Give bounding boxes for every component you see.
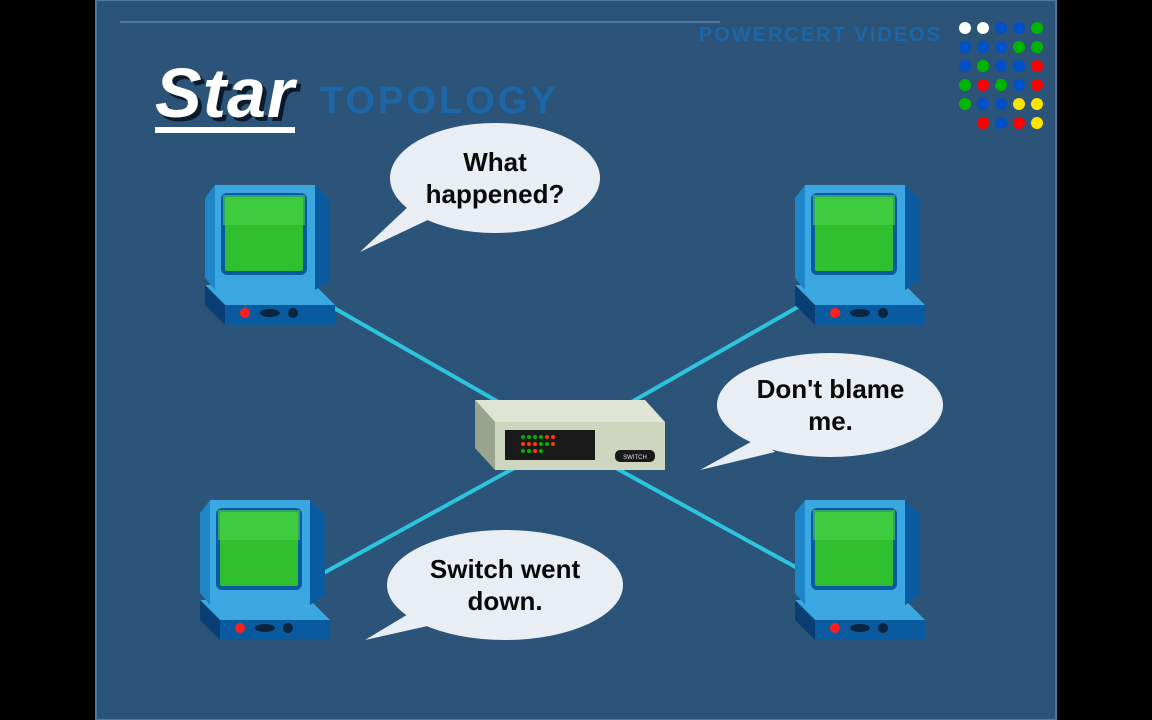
switch: SWITCH [475, 400, 665, 470]
grid-dot [995, 98, 1007, 110]
grid-dot [1031, 117, 1043, 129]
grid-dot [1031, 60, 1043, 72]
grid-dot [995, 79, 1007, 91]
grid-dot [977, 60, 989, 72]
grid-dot [995, 41, 1007, 53]
grid-dot [1013, 79, 1025, 91]
grid-dot [1013, 98, 1025, 110]
grid-dot [959, 79, 971, 91]
computer-top-left [205, 185, 335, 325]
grid-dot [959, 22, 971, 34]
grid-dot [959, 41, 971, 53]
grid-dot [995, 22, 1007, 34]
grid-dot [1031, 22, 1043, 34]
grid-dot [977, 117, 989, 129]
grid-dot [977, 79, 989, 91]
grid-dot [959, 60, 971, 72]
grid-dot [977, 41, 989, 53]
computer-bottom-right [795, 500, 925, 640]
brand-text: POWERCERT VIDEOS [699, 24, 942, 47]
title-main: Star [155, 62, 295, 133]
computer-bottom-left [200, 500, 330, 640]
grid-dot [1031, 98, 1043, 110]
grid-dot [977, 22, 989, 34]
grid-dot [1013, 117, 1025, 129]
title-sub: TOPOLOGY [320, 80, 559, 123]
grid-dot [1013, 41, 1025, 53]
grid-dot [1031, 79, 1043, 91]
grid-dot [995, 60, 1007, 72]
svg-text:SWITCH: SWITCH [623, 455, 647, 461]
slide-frame: SWITCH [0, 0, 1152, 720]
grid-dot [959, 98, 971, 110]
computer-top-right [795, 185, 925, 325]
grid-dot [1013, 22, 1025, 34]
grid-dot [977, 98, 989, 110]
grid-dot [1013, 60, 1025, 72]
grid-dot [1031, 41, 1043, 53]
grid-dot [995, 117, 1007, 129]
